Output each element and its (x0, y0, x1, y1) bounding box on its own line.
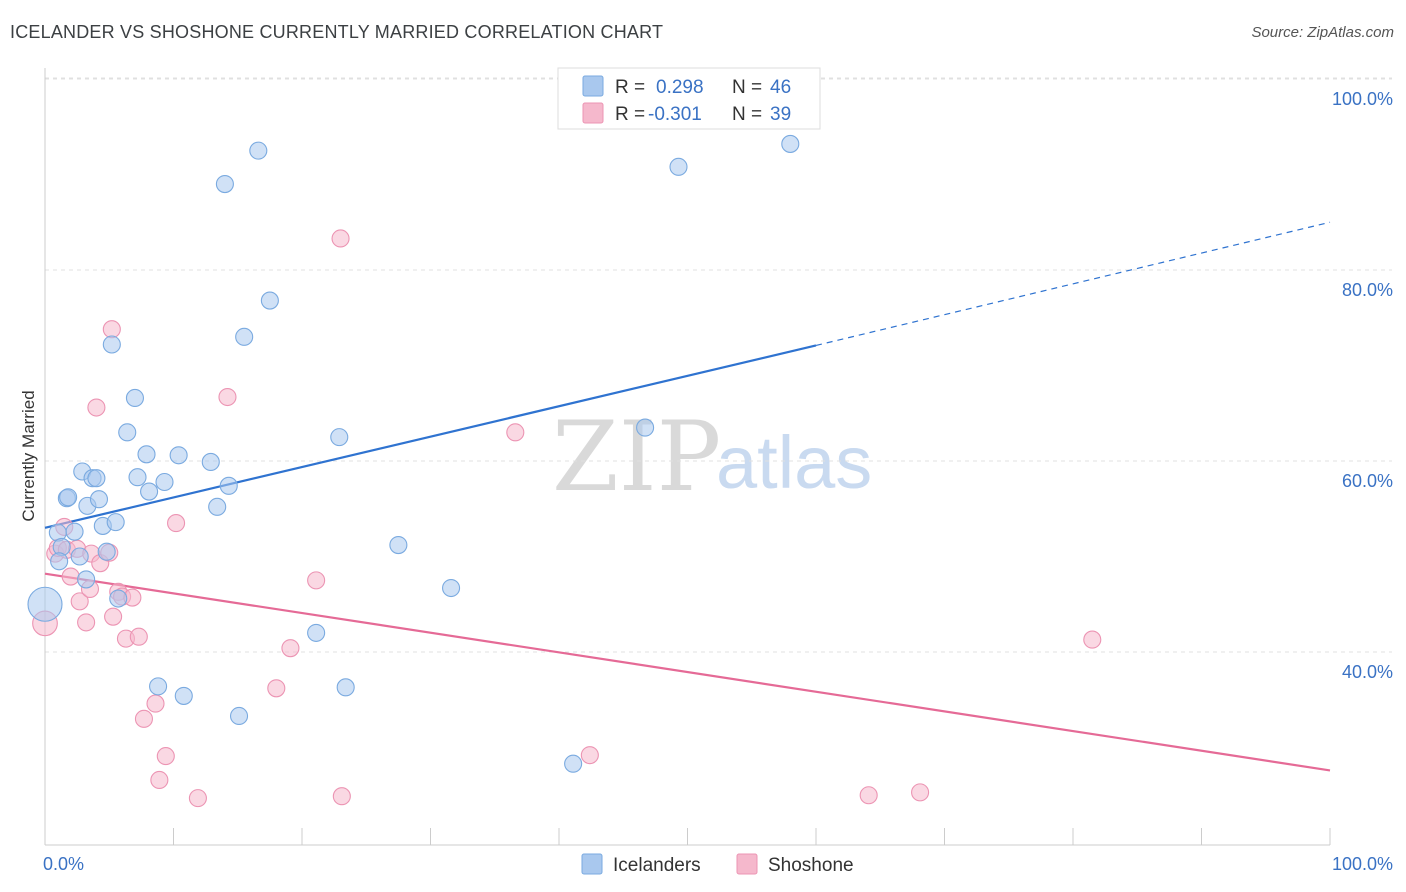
shoshone-point (87, 398, 106, 417)
x-tick-label-min: 0.0% (43, 854, 84, 874)
legend-box: R = 0.298 N = 46 R = -0.301 N = 39 (557, 67, 821, 130)
shoshone-point (129, 627, 148, 646)
shoshone-point (146, 694, 165, 713)
icelanders-point (636, 418, 655, 437)
axes: 40.0% 60.0% 80.0% 100.0% 0.0% 100.0% (43, 68, 1393, 874)
shoshone-point (156, 747, 175, 766)
icelanders-point (89, 490, 109, 509)
bottom-legend: Icelanders Shoshone (581, 853, 854, 876)
icelanders-point (235, 327, 254, 346)
icelanders-point (169, 446, 188, 465)
icelanders-point (125, 388, 144, 408)
data-points (27, 134, 1102, 808)
bottom-legend-swatch-shoshone (736, 853, 758, 875)
icelanders-point (50, 552, 69, 571)
icelanders-point (389, 535, 408, 555)
x-tick-label-max: 100.0% (1332, 854, 1393, 874)
icelanders-point (137, 445, 156, 464)
bottom-legend-swatch-icelanders (581, 853, 603, 875)
icelanders-point (109, 589, 128, 608)
shoshone-point (167, 514, 186, 533)
icelanders-point (106, 513, 125, 532)
shoshone-point (188, 789, 207, 808)
shoshone-point (332, 787, 351, 806)
legend-r-label-2: R = (615, 104, 645, 125)
shoshone-point (61, 567, 80, 586)
legend-r-value-1: 0.298 (656, 77, 704, 98)
icelanders-point (260, 291, 279, 310)
legend-swatch-blue (582, 75, 604, 97)
icelanders-point (174, 686, 193, 705)
icelanders-point (27, 586, 63, 622)
icelanders-point (118, 423, 137, 442)
legend-n-value-1: 46 (770, 77, 791, 98)
icelanders-point (336, 678, 355, 697)
icelanders-point (201, 452, 220, 472)
shoshone-point (218, 387, 237, 407)
trend-line-icelanders (44, 344, 817, 529)
icelanders-point (669, 157, 688, 176)
shoshone-point (104, 607, 123, 626)
watermark-zip: ZIP (552, 401, 721, 513)
trend-lines (44, 221, 1331, 772)
chart-source: Source: ZipAtlas.com (1251, 24, 1394, 41)
trend-line-icelanders-extension (815, 221, 1331, 347)
gridlines (45, 77, 1392, 653)
y-tick-label: 100.0% (1332, 89, 1393, 109)
icelanders-point (140, 482, 159, 501)
icelanders-point (70, 547, 89, 566)
icelanders-point (59, 488, 78, 507)
shoshone-point (506, 423, 525, 442)
shoshone-point (331, 229, 350, 248)
y-tick-label: 60.0% (1342, 471, 1393, 491)
shoshone-point (859, 786, 878, 805)
y-tick-label: 40.0% (1342, 662, 1393, 682)
shoshone-point (281, 639, 300, 658)
icelanders-point (330, 428, 349, 447)
shoshone-point (1083, 630, 1102, 649)
shoshone-point (911, 783, 930, 802)
shoshone-point (307, 571, 326, 590)
legend-swatch-pink (582, 102, 604, 124)
icelanders-point (307, 623, 326, 642)
icelanders-point (564, 754, 583, 773)
icelanders-point (442, 578, 461, 598)
shoshone-point (134, 709, 153, 728)
y-axis-label: Currently Married (19, 390, 38, 521)
legend-n-label-1: N = (732, 77, 762, 98)
legend-n-label-2: N = (732, 104, 762, 125)
shoshone-point (102, 320, 121, 339)
icelanders-point (65, 522, 84, 541)
shoshone-point (77, 613, 96, 632)
shoshone-point (70, 592, 89, 611)
icelanders-point (155, 472, 174, 492)
watermark-atlas: atlas (716, 421, 872, 504)
legend-r-value-2: -0.301 (648, 104, 702, 125)
legend-n-value-2: 39 (770, 104, 791, 125)
bottom-legend-shoshone: Shoshone (768, 855, 854, 876)
legend-r-label-1: R = (615, 77, 645, 98)
icelanders-point (77, 570, 96, 589)
shoshone-point (267, 679, 286, 698)
icelanders-point (102, 335, 121, 354)
icelanders-point (97, 542, 116, 561)
trend-line-shoshone (44, 572, 1331, 772)
icelanders-point (128, 468, 147, 487)
icelanders-point (208, 497, 227, 516)
icelanders-point (249, 141, 268, 160)
icelanders-point (87, 469, 106, 488)
shoshone-point (580, 746, 599, 765)
y-tick-label: 80.0% (1342, 280, 1393, 300)
shoshone-point (150, 770, 169, 790)
icelanders-point (219, 476, 238, 495)
icelanders-point (149, 677, 168, 696)
chart-title: ICELANDER VS SHOSHONE CURRENTLY MARRIED … (10, 22, 664, 42)
bottom-legend-icelanders: Icelanders (613, 855, 701, 876)
icelanders-point (215, 175, 234, 194)
icelanders-point (781, 134, 800, 153)
icelanders-point (229, 706, 249, 726)
